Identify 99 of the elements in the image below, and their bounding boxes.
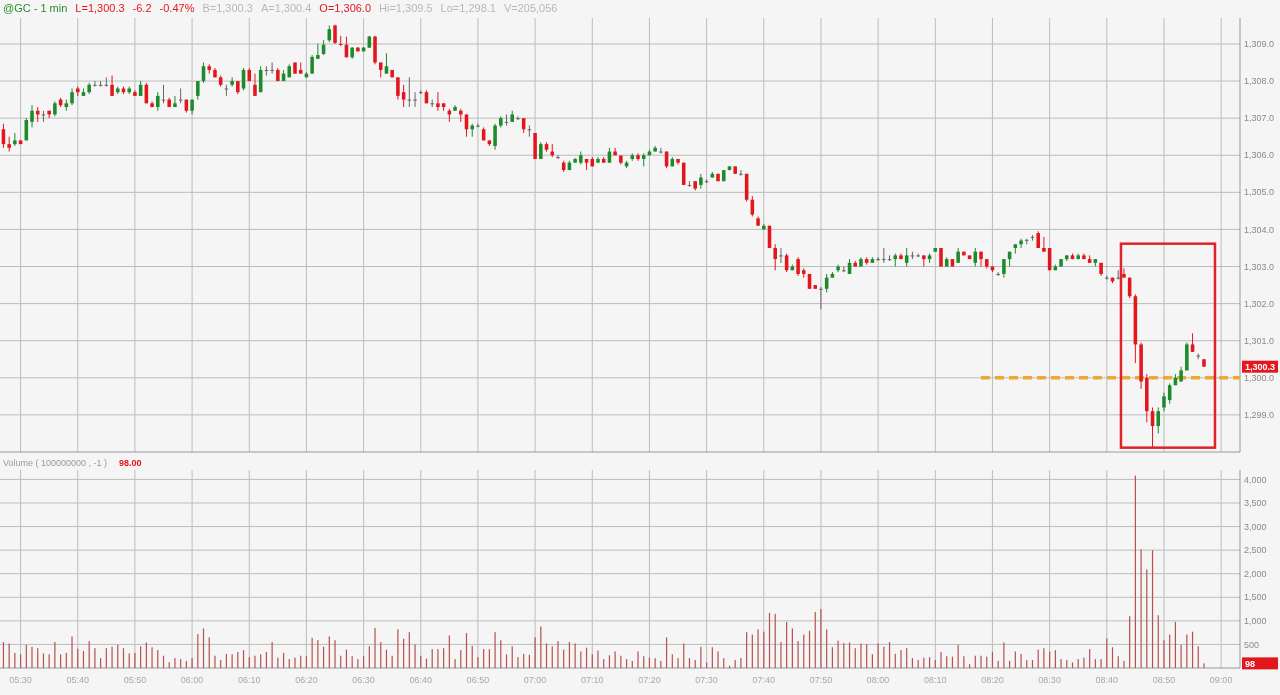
y-tick-label: 1,305.0: [1244, 187, 1275, 198]
candlestick: [876, 256, 880, 262]
y-tick-label: 3,000: [1244, 521, 1267, 532]
y-tick-label: 500: [1244, 639, 1260, 650]
y-tick-label: 1,307.0: [1244, 113, 1275, 124]
candlestick: [401, 84, 406, 108]
candlestick: [979, 251, 983, 268]
candlestick: [1002, 258, 1006, 279]
candlestick: [1116, 269, 1120, 281]
x-tick-label: 05:40: [66, 675, 90, 685]
annotation: 1,300.3: [1245, 361, 1276, 372]
x-tick-label: 06:00: [180, 675, 204, 685]
y-tick-label: 4,000: [1244, 474, 1267, 485]
candlestick: [110, 75, 114, 97]
x-tick-label: 07:10: [581, 675, 604, 685]
candlestick: [659, 147, 663, 154]
x-tick-label: 08:00: [866, 675, 890, 685]
candlestick: [779, 247, 783, 264]
x-tick-label: 08:50: [1152, 675, 1176, 685]
y-tick-label: 1,306.0: [1244, 150, 1275, 161]
text: 98.00: [119, 458, 142, 468]
candlestick: [882, 247, 886, 264]
candlestick: [1019, 238, 1023, 249]
candlestick: [516, 115, 520, 121]
candlestick: [173, 95, 177, 108]
text: A=1,300.4: [260, 2, 312, 14]
x-tick-label: 06:50: [466, 675, 490, 685]
candlestick: [796, 256, 800, 277]
y-tick-label: 1,000: [1244, 616, 1267, 627]
x-tick-label: 06:40: [409, 675, 433, 685]
y-tick-label: 1,302.0: [1244, 298, 1275, 309]
text: -0.47%: [159, 2, 195, 14]
candlestick: [30, 104, 34, 128]
x-tick-label: 09:00: [1209, 675, 1233, 685]
x-tick-label: 07:20: [638, 675, 661, 685]
candlestick: [413, 91, 417, 108]
text: -6.2: [132, 2, 152, 14]
candlestick: [773, 243, 777, 271]
candlestick: [613, 147, 617, 156]
text: Hi=1,309.5: [379, 2, 433, 14]
candlestick: [904, 247, 909, 268]
candlestick: [316, 43, 320, 60]
x-tick-label: 08:20: [981, 675, 1004, 685]
chart-title: @GC - 1 min: [3, 2, 68, 14]
candlestick: [13, 132, 17, 147]
y-tick-label: 1,300.0: [1244, 372, 1275, 383]
y-tick-label: 3,500: [1244, 498, 1267, 509]
x-tick-label: 05:50: [123, 675, 147, 685]
x-tick-label: 06:10: [238, 675, 261, 685]
y-tick-label: 1,500: [1244, 592, 1267, 603]
candlestick: [916, 253, 920, 258]
text: O=1,306.0: [319, 2, 372, 14]
x-tick-label: 07:40: [752, 675, 776, 685]
candlestick: [310, 54, 314, 75]
y-tick-label: 1,304.0: [1244, 224, 1275, 235]
candlestick: [1042, 236, 1046, 253]
candlestick: [636, 152, 640, 162]
candlestick: [436, 91, 440, 112]
x-tick-label: 08:40: [1095, 675, 1119, 685]
x-tick-label: 06:30: [352, 675, 375, 685]
candlestick: [196, 80, 200, 101]
text: L=1,300.3: [75, 2, 125, 14]
candlestick: [270, 62, 274, 75]
y-tick-label: 1,303.0: [1244, 261, 1275, 272]
candlestick: [253, 73, 257, 97]
candlestick: [230, 76, 234, 88]
x-tick-label: 06:20: [295, 675, 318, 685]
y-tick-label: 1,308.0: [1244, 76, 1275, 87]
y-tick-label: 1,299.0: [1244, 410, 1275, 421]
x-tick-label: 07:50: [809, 675, 833, 685]
x-tick-label: 08:10: [924, 675, 947, 685]
candlestick: [739, 169, 743, 177]
x-tick-label: 08:30: [1038, 675, 1061, 685]
text: 98: [1245, 658, 1256, 669]
x-tick-label: 07:00: [523, 675, 547, 685]
x-tick-label: 05:30: [9, 675, 32, 685]
candlestick: [556, 154, 560, 160]
candlestick: [1190, 332, 1195, 353]
text: B=1,300.3: [202, 2, 253, 14]
candlestick: [699, 173, 703, 190]
y-tick-label: 2,000: [1244, 568, 1267, 579]
candlestick: [1156, 406, 1161, 434]
candlestick: [819, 286, 823, 310]
candlestick: [476, 123, 480, 128]
candlestick: [1122, 267, 1126, 279]
x-tick-label: 07:30: [695, 675, 718, 685]
y-tick-label: 1,309.0: [1244, 39, 1275, 50]
chart-title: Volume ( 100000000 , -1 ): [3, 458, 108, 468]
text: V=205,056: [503, 2, 558, 14]
candlestick: [156, 91, 160, 112]
candlestick: [493, 123, 497, 151]
y-tick-label: 1,301.0: [1244, 335, 1275, 346]
candlestick: [93, 80, 97, 88]
candlestick: [384, 52, 389, 75]
candlestick: [396, 76, 400, 101]
text: Lo=1,298.1: [440, 2, 496, 14]
candlestick: [836, 264, 840, 273]
candlestick: [1162, 392, 1166, 412]
y-tick-label: 2,500: [1244, 545, 1267, 556]
